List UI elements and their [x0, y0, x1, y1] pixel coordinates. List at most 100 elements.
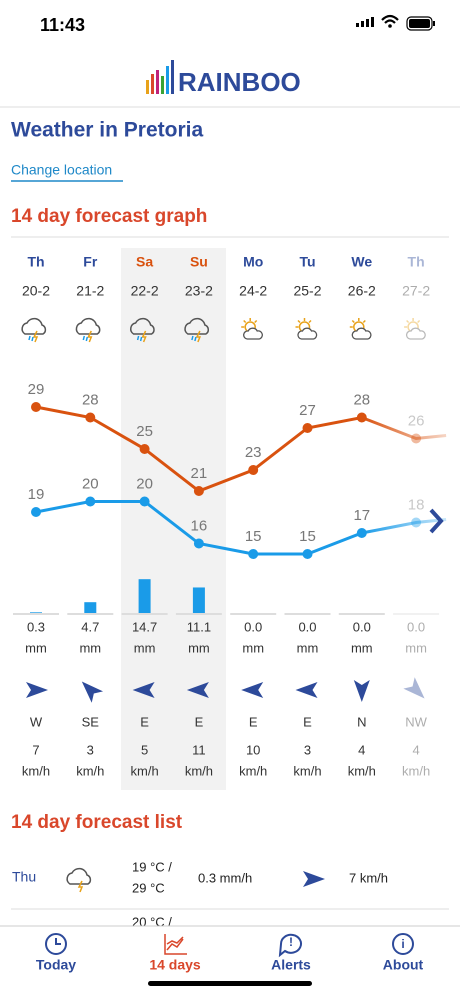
bolt — [195, 330, 202, 343]
temp-label: 15 — [299, 528, 316, 545]
wind-arrow — [241, 682, 264, 698]
graph-heading: 14 day forecast graph — [11, 206, 207, 227]
rays — [349, 318, 366, 328]
temp-label: 20 — [136, 475, 153, 492]
drops — [82, 335, 89, 342]
rain-unit: mm — [405, 640, 427, 655]
weekend-highlight — [121, 248, 226, 790]
day-column: Mo 24-2 0.0 mm E 10 km/h — [230, 254, 277, 778]
temp-label: 29 — [28, 381, 45, 398]
cloud — [184, 317, 210, 335]
tab-label[interactable]: 14 days — [149, 957, 201, 973]
cloud — [21, 317, 47, 335]
temp-label: 19 — [28, 486, 45, 503]
tab-label[interactable]: About — [383, 957, 424, 973]
day-name: We — [351, 254, 372, 270]
drops — [191, 335, 197, 342]
rays — [241, 318, 258, 328]
svg-text:!: ! — [289, 935, 293, 949]
day-date: 20-2 — [22, 283, 50, 299]
day-column: Sa 22-2 14.7 mm E 5 km/h — [121, 254, 168, 778]
temp-label: 28 — [353, 391, 370, 408]
temp-label: 26 — [408, 412, 425, 429]
weather-icon — [349, 318, 372, 340]
wind-unit: km/h — [293, 763, 321, 778]
wind-arrow — [26, 682, 48, 698]
temp-point — [302, 423, 313, 433]
logo-text: RAINBOO — [178, 67, 301, 97]
temp-label: 18 — [408, 496, 425, 513]
weather-icon — [295, 318, 318, 340]
wind-unit: km/h — [76, 763, 104, 778]
list-high: 29 °C — [132, 880, 165, 895]
temp-point — [139, 496, 150, 507]
wind-arrow — [186, 682, 209, 698]
tab-label[interactable]: Today — [36, 957, 76, 973]
weather-icon — [184, 317, 210, 343]
sun — [407, 321, 419, 333]
rain-unit: mm — [351, 640, 373, 655]
temp-label: 23 — [245, 444, 262, 461]
weather-icon — [241, 318, 263, 340]
day-column: Th 20-2 0.3 mm W 7 km/h — [13, 254, 59, 778]
change-location-link[interactable]: Change location — [11, 162, 112, 178]
bolt — [141, 330, 147, 343]
temp-point — [356, 528, 367, 538]
rain-unit: mm — [134, 640, 156, 655]
cloud — [297, 327, 318, 340]
wind-arrow — [403, 677, 425, 699]
weather-icon — [21, 317, 47, 343]
rain-unit: mm — [242, 640, 264, 655]
drops — [136, 335, 143, 342]
day-name: Su — [190, 254, 208, 270]
page-title: Weather in Pretoria — [11, 119, 203, 142]
wind-speed: 4 — [412, 742, 419, 757]
day-column: Su 23-2 11.1 mm E 11 km/h — [175, 254, 222, 778]
list-wind: 7 km/h — [349, 870, 388, 885]
wind-speed: 4 — [358, 742, 365, 757]
temp-point — [85, 412, 96, 423]
low-temp-line — [35, 500, 447, 556]
wind-direction: E — [249, 714, 258, 729]
wind-arrow — [353, 680, 370, 702]
next-arrow[interactable] — [429, 508, 444, 534]
temp-point — [248, 465, 259, 475]
cloud — [351, 327, 372, 340]
day-date: 26-2 — [348, 283, 376, 299]
temp-label: 27 — [299, 402, 316, 419]
rain-bar — [84, 602, 97, 613]
temp-label: 20 — [82, 475, 99, 492]
wind-speed: 3 — [304, 742, 311, 757]
rays — [295, 318, 312, 328]
temp-point — [31, 507, 41, 517]
wind-unit: km/h — [131, 763, 159, 778]
tab-label[interactable]: Alerts — [271, 957, 311, 973]
list-low: 19 °C / — [132, 859, 172, 874]
temp-point — [356, 412, 367, 423]
temp-point — [193, 486, 204, 496]
wind-direction: E — [140, 714, 149, 729]
home-indicator — [148, 981, 312, 986]
wind-speed: 7 — [32, 742, 39, 757]
weather-icon — [75, 317, 101, 343]
wind-direction: E — [195, 714, 204, 729]
rain-amount: 4.7 — [81, 619, 99, 634]
rain-bar — [30, 612, 42, 613]
rain-unit: mm — [297, 640, 319, 655]
day-date: 25-2 — [293, 283, 321, 299]
day-name: Tu — [299, 254, 315, 270]
rain-unit: mm — [25, 640, 47, 655]
day-date: 24-2 — [239, 283, 267, 299]
rain-amount: 0.0 — [244, 619, 262, 634]
wind-unit: km/h — [402, 763, 430, 778]
list-rain: 0.3 mm/h — [198, 870, 252, 885]
rain-unit: mm — [79, 640, 101, 655]
wind-speed: 10 — [246, 742, 260, 757]
wind-direction: NW — [405, 714, 427, 729]
cloud — [130, 317, 155, 335]
day-date: 21-2 — [76, 283, 104, 299]
temp-point — [302, 549, 313, 559]
cloud — [243, 327, 263, 340]
